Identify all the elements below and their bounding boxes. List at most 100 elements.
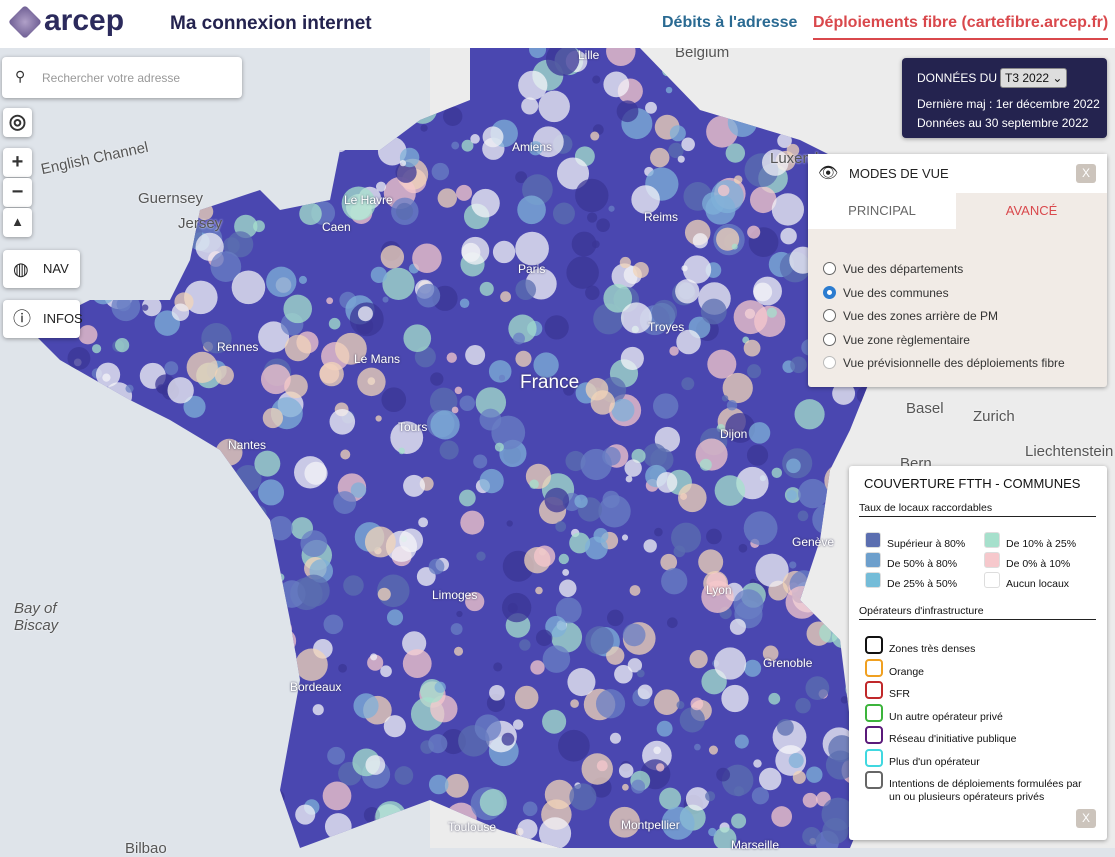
- commune-patch: [501, 732, 515, 746]
- zoom-out-button[interactable]: −: [3, 178, 32, 207]
- tab[interactable]: PRINCIPAL: [808, 193, 956, 229]
- commune-patch: [563, 384, 575, 396]
- mode-option[interactable]: Vue prévisionnelle des déploiements fibr…: [843, 356, 1065, 370]
- zoom-in-button[interactable]: +: [3, 148, 32, 177]
- commune-patch: [319, 361, 344, 387]
- commune-patch: [747, 364, 762, 379]
- commune-patch: [602, 447, 621, 466]
- commune-patch: [780, 227, 797, 245]
- infos-button[interactable]: ⓘ INFOS: [3, 300, 83, 338]
- nav-link[interactable]: Déploiements fibre (cartefibre.arcep.fr): [813, 14, 1109, 40]
- commune-patch: [771, 467, 782, 479]
- commune-patch: [529, 479, 539, 490]
- commune-patch: [268, 515, 293, 541]
- commune-patch: [692, 233, 708, 249]
- commune-patch: [195, 232, 224, 261]
- radio-button[interactable]: [823, 356, 836, 369]
- commune-patch: [223, 703, 243, 722]
- commune-patch: [126, 769, 152, 795]
- commune-patch: [681, 137, 695, 152]
- commune-patch: [151, 150, 176, 174]
- commune-patch: [192, 674, 221, 702]
- commune-patch: [538, 90, 570, 123]
- commune-patch: [450, 623, 463, 635]
- commune-patch: [301, 98, 311, 108]
- commune-patch: [254, 736, 278, 760]
- nav-link[interactable]: Débits à l'adresse: [662, 14, 798, 31]
- commune-patch: [59, 730, 85, 756]
- commune-patch: [126, 536, 136, 547]
- locate-button[interactable]: ◎: [3, 108, 32, 137]
- commune-patch: [255, 713, 279, 737]
- commune-patch: [147, 582, 160, 596]
- mode-option[interactable]: Vue des communes: [843, 285, 949, 300]
- commune-patch: [656, 720, 673, 737]
- logo[interactable]: arcep: [8, 4, 124, 40]
- close-button[interactable]: X: [1076, 809, 1096, 828]
- commune-patch: [453, 646, 464, 656]
- commune-patch: [217, 541, 232, 556]
- commune-patch: [214, 365, 234, 385]
- commune-patch: [158, 631, 174, 647]
- operator-label: Plus d'un opérateur: [889, 755, 980, 768]
- operator-label: Zones très denses: [889, 643, 976, 655]
- search-box[interactable]: ⚲ Rechercher votre adresse: [2, 57, 242, 98]
- commune-patch: [201, 322, 232, 354]
- commune-patch: [150, 501, 159, 510]
- commune-patch: [273, 104, 288, 119]
- radio-button[interactable]: [823, 285, 836, 299]
- radio-button[interactable]: [823, 332, 836, 346]
- radio-button[interactable]: [823, 309, 836, 322]
- commune-patch: [408, 826, 426, 845]
- commune-patch: [124, 217, 141, 234]
- commune-patch: [46, 701, 78, 732]
- commune-patch: [108, 713, 123, 728]
- map-label: Dijon: [720, 427, 748, 441]
- commune-patch: [129, 456, 162, 489]
- commune-patch: [761, 149, 789, 176]
- commune-patch: [743, 511, 778, 546]
- commune-patch: [734, 734, 749, 749]
- mode-option[interactable]: Vue des zones arrière de PM: [843, 309, 998, 323]
- radio-button[interactable]: [823, 262, 836, 275]
- commune-patch: [241, 530, 258, 547]
- commune-patch: [63, 391, 86, 414]
- commune-patch: [726, 399, 738, 411]
- tab-active[interactable]: AVANCÉ: [1005, 203, 1058, 218]
- commune-patch: [743, 339, 761, 357]
- period-select[interactable]: T3 2022 ⌄: [1000, 68, 1068, 88]
- commune-patch: [72, 409, 105, 442]
- map-label: Zurich: [973, 408, 1015, 425]
- commune-patch: [558, 729, 590, 762]
- commune-patch: [412, 817, 430, 835]
- commune-patch: [437, 188, 457, 208]
- commune-patch: [114, 527, 142, 555]
- commune-patch: [48, 488, 71, 511]
- nav-button[interactable]: ◍ NAV: [3, 250, 80, 288]
- commune-patch: [650, 147, 670, 168]
- map-label: Caen: [322, 220, 351, 234]
- commune-patch: [714, 475, 746, 506]
- commune-patch: [430, 410, 460, 440]
- commune-patch: [575, 178, 609, 213]
- search-placeholder: Rechercher votre adresse: [42, 71, 181, 85]
- close-button[interactable]: X: [1076, 164, 1096, 183]
- map-label: Genève: [792, 535, 835, 549]
- commune-patch: [395, 202, 414, 221]
- commune-patch: [567, 668, 596, 697]
- commune-patch: [743, 659, 762, 677]
- commune-patch: [44, 394, 76, 426]
- map-label: Bay of Biscay: [14, 600, 59, 634]
- commune-patch: [701, 580, 734, 614]
- commune-patch: [257, 579, 277, 599]
- commune-patch: [272, 619, 293, 640]
- commune-patch: [654, 527, 663, 537]
- compass-button[interactable]: ▲: [3, 208, 32, 237]
- mode-option[interactable]: Vue zone règlementaire: [843, 332, 970, 347]
- commune-patch: [62, 532, 76, 545]
- operator-label: Intentions de déploiements formulées par…: [889, 778, 1082, 803]
- mode-option[interactable]: Vue des départements: [843, 262, 964, 276]
- commune-patch: [461, 236, 490, 265]
